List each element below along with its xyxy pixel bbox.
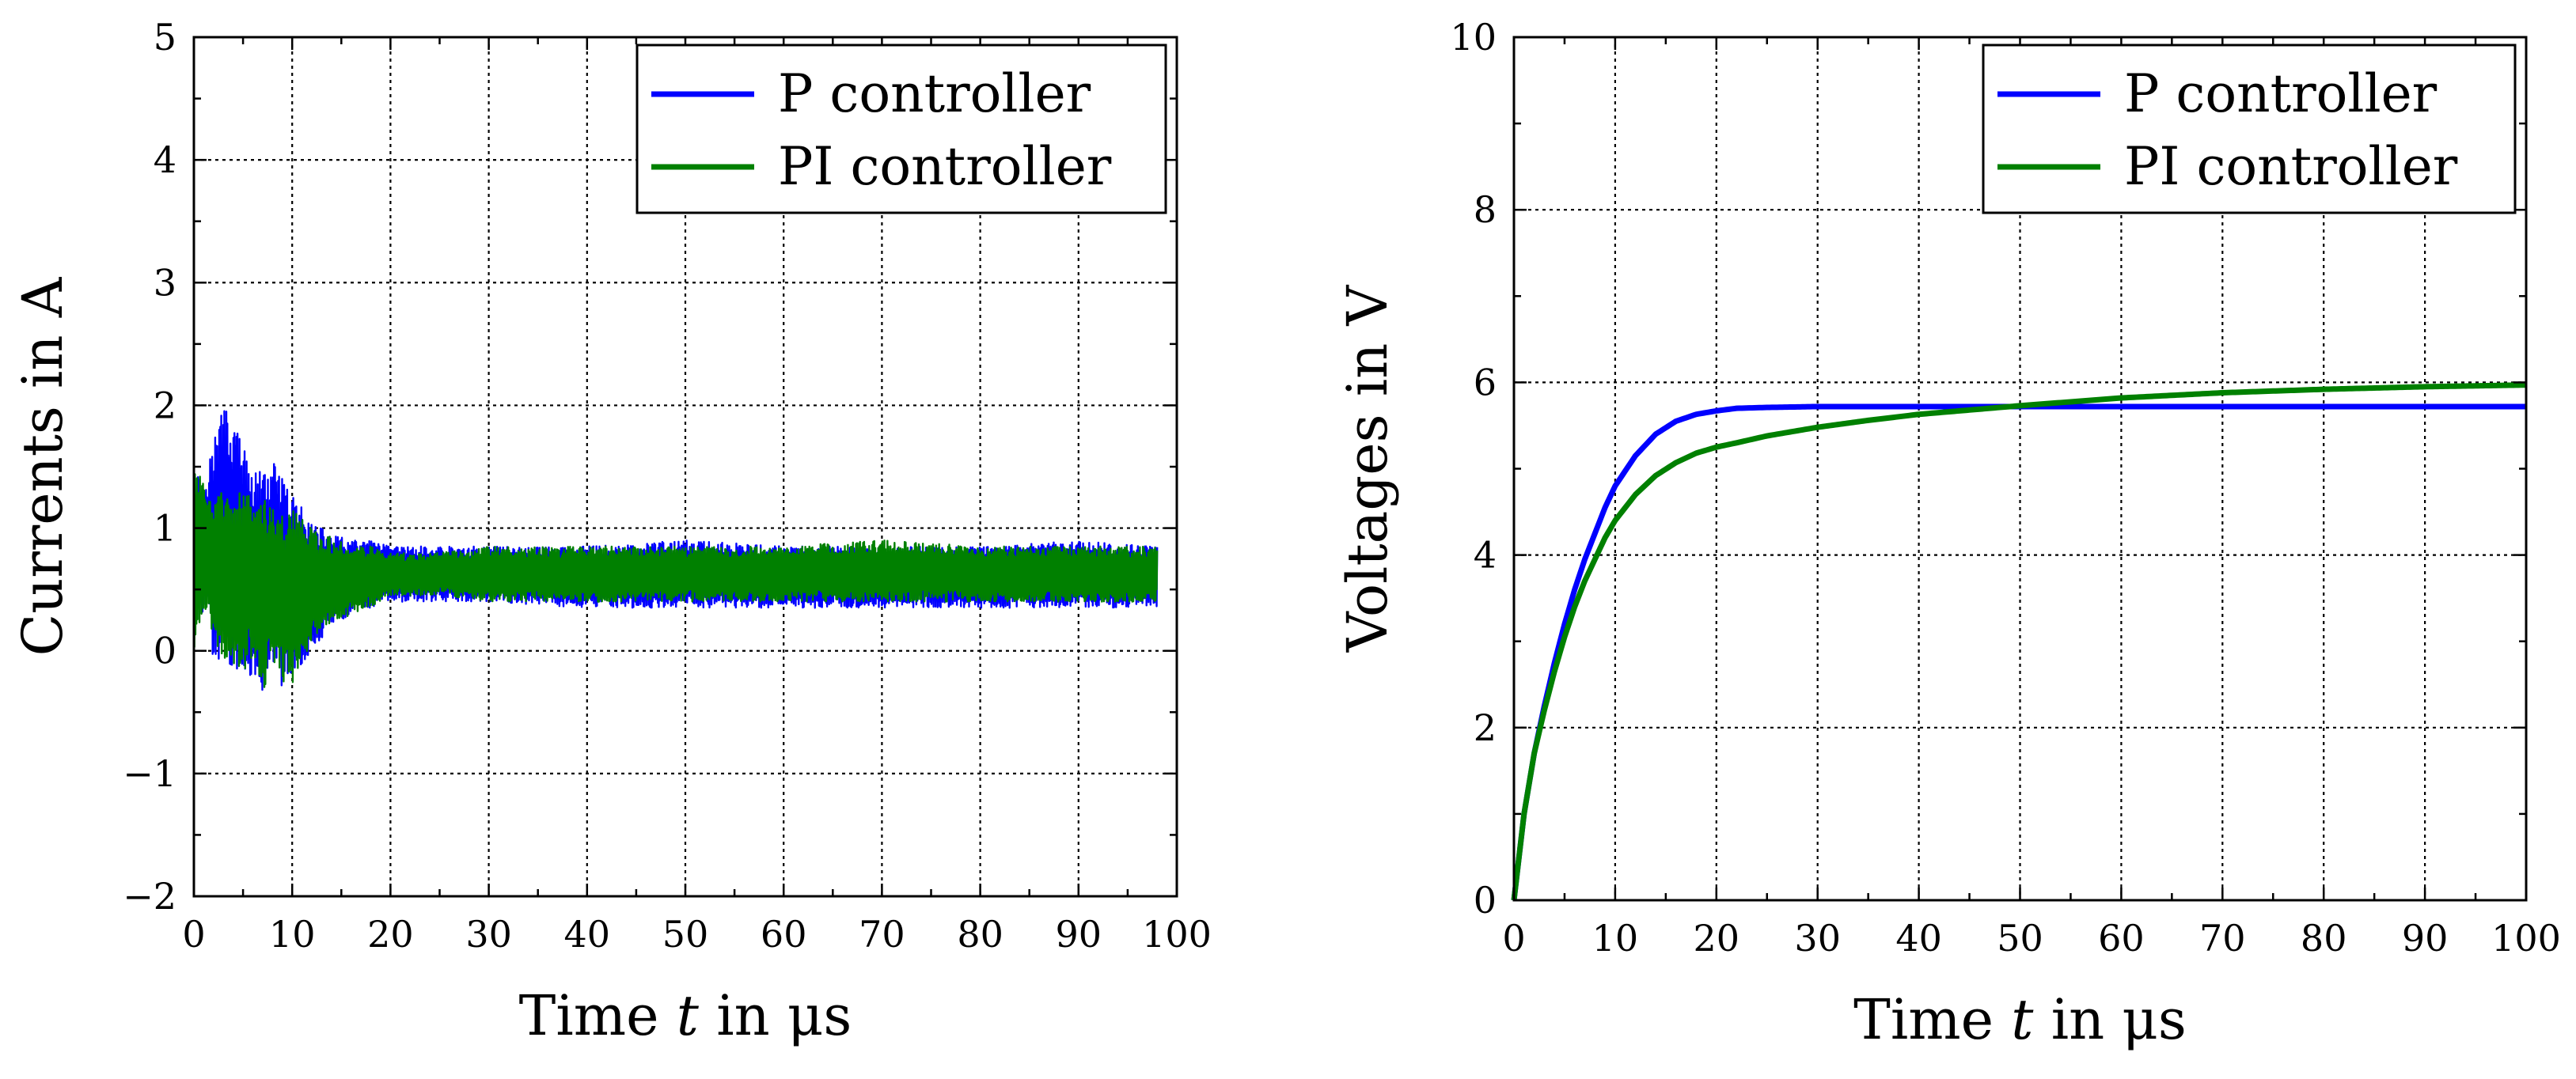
x-tick-label: 70 bbox=[859, 913, 905, 956]
x-tick-label: 10 bbox=[269, 913, 316, 956]
x-tick-label: 50 bbox=[662, 913, 709, 956]
x-tick-label: 90 bbox=[1056, 913, 1102, 956]
x-tick-label: 70 bbox=[2199, 917, 2246, 960]
y-tick-label: −2 bbox=[123, 875, 176, 918]
x-tick-label: 100 bbox=[1142, 913, 1212, 956]
voltages-y-axis-label: Voltages in V bbox=[1335, 284, 1400, 653]
x-tick-label: 90 bbox=[2402, 917, 2449, 960]
voltages-legend-p-label: P controller bbox=[2124, 63, 2438, 124]
currents-legend: P controller PI controller bbox=[635, 44, 1167, 214]
currents-x-tick-labels: 0 10 20 30 40 50 60 70 80 90 100 bbox=[182, 913, 1212, 956]
y-tick-label: 5 bbox=[154, 16, 176, 59]
voltages-legend-pi-label: PI controller bbox=[2124, 136, 2458, 197]
x-tick-label: 20 bbox=[367, 913, 414, 956]
x-tick-label: 30 bbox=[1794, 917, 1841, 960]
x-tick-label: 40 bbox=[564, 913, 611, 956]
y-tick-label: 3 bbox=[154, 261, 176, 304]
voltages-legend-box bbox=[1982, 44, 2517, 214]
x-tick-label: 40 bbox=[1895, 917, 1942, 960]
currents-legend-box bbox=[635, 44, 1167, 214]
currents-chart: 0 10 20 30 40 50 60 70 80 90 100 −2 −1 0 1 2 3 4 5 Time t… bbox=[10, 16, 1212, 1048]
y-tick-label: 1 bbox=[154, 507, 176, 550]
voltages-legend: P controller PI controller bbox=[1982, 44, 2517, 214]
x-tick-label: 30 bbox=[465, 913, 512, 956]
x-tick-label: 100 bbox=[2491, 917, 2561, 960]
currents-legend-pi-label: PI controller bbox=[778, 136, 1112, 197]
x-tick-label: 0 bbox=[182, 913, 205, 956]
y-tick-label: −1 bbox=[123, 752, 176, 795]
currents-series bbox=[192, 410, 1159, 691]
voltages-series bbox=[1511, 382, 2527, 901]
x-tick-label: 60 bbox=[2098, 917, 2145, 960]
y-tick-label: 2 bbox=[1474, 706, 1497, 749]
voltages-x-tick-labels: 0 10 20 30 40 50 60 70 80 90 100 bbox=[1502, 917, 2561, 960]
currents-x-axis-label: Time t in μs bbox=[519, 983, 852, 1048]
y-tick-label: 6 bbox=[1474, 361, 1497, 403]
x-tick-label: 60 bbox=[761, 913, 807, 956]
voltages-y-tick-labels: 0 2 4 6 8 10 bbox=[1450, 16, 1497, 922]
currents-ticks bbox=[192, 36, 1178, 898]
pi-controller-line bbox=[192, 473, 1159, 688]
y-tick-label: 0 bbox=[154, 630, 176, 672]
voltages-chart: 0 10 20 30 40 50 60 70 80 90 100 0 2 4 6 8 10 Time t in… bbox=[1335, 16, 2561, 1052]
y-tick-label: 4 bbox=[154, 138, 176, 181]
currents-legend-p-label: P controller bbox=[778, 63, 1091, 124]
voltages-x-axis-label: Time t in μs bbox=[1853, 987, 2187, 1052]
currents-y-axis-label: Currents in A bbox=[10, 276, 75, 656]
x-tick-label: 50 bbox=[1997, 917, 2043, 960]
x-tick-label: 20 bbox=[1694, 917, 1740, 960]
y-tick-label: 10 bbox=[1450, 16, 1497, 59]
y-tick-label: 4 bbox=[1474, 534, 1497, 577]
y-tick-label: 8 bbox=[1474, 188, 1497, 231]
x-tick-label: 80 bbox=[957, 913, 1003, 956]
x-tick-label: 80 bbox=[2301, 917, 2347, 960]
currents-y-tick-labels: −2 −1 0 1 2 3 4 5 bbox=[123, 16, 176, 918]
pi-controller-line bbox=[1511, 382, 2527, 901]
x-tick-label: 10 bbox=[1592, 917, 1639, 960]
y-tick-label: 0 bbox=[1474, 879, 1497, 922]
x-tick-label: 0 bbox=[1502, 917, 1525, 960]
y-tick-label: 2 bbox=[154, 384, 176, 426]
